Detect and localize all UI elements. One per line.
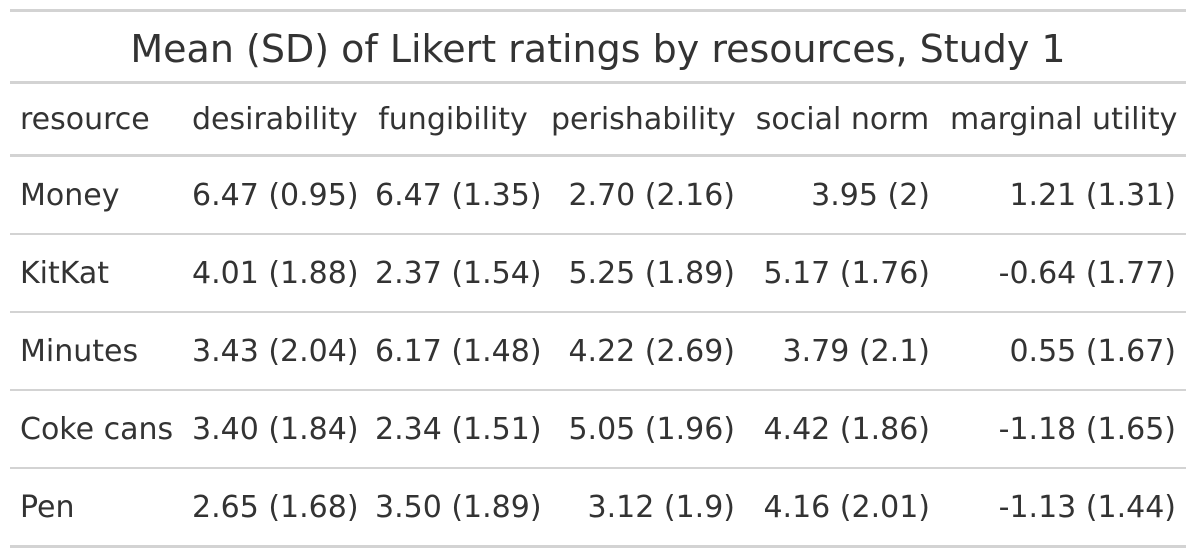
likert-ratings-table: Mean (SD) of Likert ratings by resources… [10,9,1186,548]
cell-fungibility: 6.47 (1.35) [365,155,541,235]
cell-perishability: 2.70 (2.16) [541,155,745,235]
cell-resource: Coke cans [10,390,182,469]
cell-social-norm: 3.95 (2) [745,155,940,235]
table-row: Pen 2.65 (1.68) 3.50 (1.89) 3.12 (1.9) 4… [10,468,1186,548]
cell-social-norm: 4.42 (1.86) [745,390,940,469]
column-header-social-norm: social norm [745,84,940,157]
table-row: Money 6.47 (0.95) 6.47 (1.35) 2.70 (2.16… [10,155,1186,235]
cell-resource: Minutes [10,312,182,391]
header-row: resource desirability fungibility perish… [10,84,1186,157]
cell-desirability: 4.01 (1.88) [182,234,365,313]
cell-desirability: 3.43 (2.04) [182,312,365,391]
cell-fungibility: 2.34 (1.51) [365,390,541,469]
cell-marginal-utility: -1.18 (1.65) [940,390,1186,469]
cell-fungibility: 3.50 (1.89) [365,468,541,548]
cell-marginal-utility: 0.55 (1.67) [940,312,1186,391]
cell-social-norm: 5.17 (1.76) [745,234,940,313]
table-title: Mean (SD) of Likert ratings by resources… [10,9,1186,84]
cell-social-norm: 4.16 (2.01) [745,468,940,548]
cell-social-norm: 3.79 (2.1) [745,312,940,391]
cell-resource: Pen [10,468,182,548]
cell-desirability: 3.40 (1.84) [182,390,365,469]
column-header-resource: resource [10,84,182,157]
table-row: Minutes 3.43 (2.04) 6.17 (1.48) 4.22 (2.… [10,312,1186,391]
column-header-perishability: perishability [541,84,745,157]
cell-fungibility: 2.37 (1.54) [365,234,541,313]
column-header-fungibility: fungibility [365,84,541,157]
cell-perishability: 3.12 (1.9) [541,468,745,548]
column-header-desirability: desirability [182,84,365,157]
cell-fungibility: 6.17 (1.48) [365,312,541,391]
column-header-marginal-utility: marginal utility [940,84,1186,157]
table-row: Coke cans 3.40 (1.84) 2.34 (1.51) 5.05 (… [10,390,1186,469]
table-container: Mean (SD) of Likert ratings by resources… [10,9,1186,548]
cell-desirability: 2.65 (1.68) [182,468,365,548]
cell-marginal-utility: 1.21 (1.31) [940,155,1186,235]
cell-perishability: 5.05 (1.96) [541,390,745,469]
cell-resource: KitKat [10,234,182,313]
cell-perishability: 5.25 (1.89) [541,234,745,313]
cell-perishability: 4.22 (2.69) [541,312,745,391]
cell-desirability: 6.47 (0.95) [182,155,365,235]
cell-marginal-utility: -0.64 (1.77) [940,234,1186,313]
cell-marginal-utility: -1.13 (1.44) [940,468,1186,548]
cell-resource: Money [10,155,182,235]
table-row: KitKat 4.01 (1.88) 2.37 (1.54) 5.25 (1.8… [10,234,1186,313]
